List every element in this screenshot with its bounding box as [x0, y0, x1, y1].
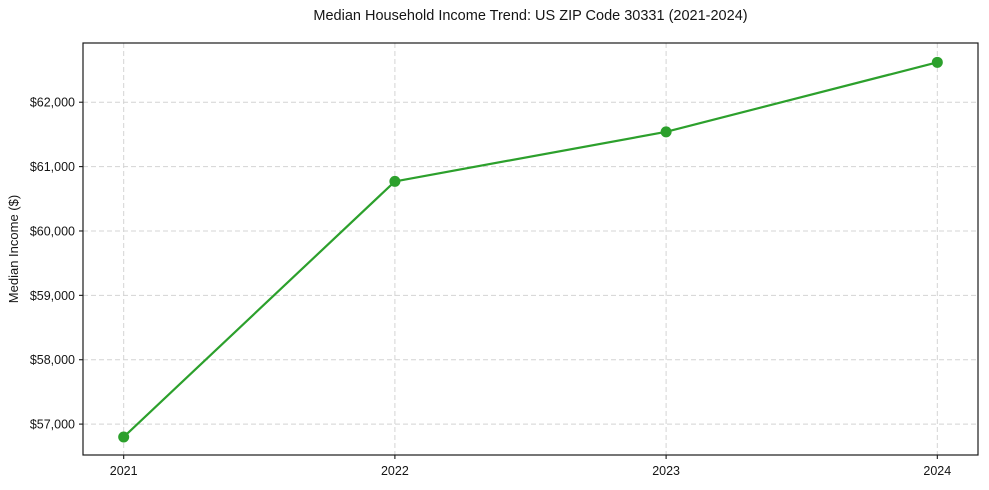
y-tick-label-59000: $59,000 — [30, 289, 75, 303]
y-tick-label-57000: $57,000 — [30, 418, 75, 432]
plot-border — [82, 42, 979, 456]
x-tick-label-2021: 2021 — [110, 464, 138, 478]
data-point-2024 — [931, 56, 943, 68]
x-tick-label-2022: 2022 — [381, 464, 409, 478]
x-tick-label-2024: 2024 — [923, 464, 951, 478]
y-tick-label-60000: $60,000 — [30, 224, 75, 238]
trend-line — [122, 61, 939, 439]
y-tick-label-62000: $62,000 — [30, 96, 75, 110]
data-point-2022 — [389, 175, 401, 187]
data-point-2021 — [118, 431, 130, 443]
chart-title: Median Household Income Trend: US ZIP Co… — [313, 8, 748, 24]
x-tick-label-2023: 2023 — [652, 464, 680, 478]
y-tick-label-61000: $61,000 — [30, 160, 75, 174]
y-tick-label-58000: $58,000 — [30, 353, 75, 367]
data-point-2023 — [660, 126, 672, 138]
